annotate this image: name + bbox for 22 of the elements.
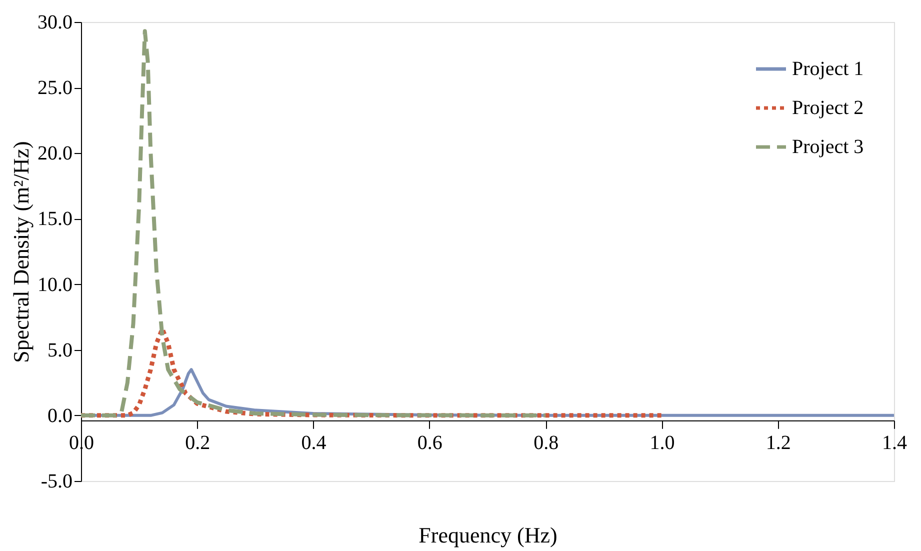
x-tick-label: 0.4 (301, 432, 326, 454)
y-axis-title: Spectral Density (m²/Hz) (8, 141, 34, 363)
y-tick-label: 20.0 (38, 142, 72, 165)
x-tick-label: 0.6 (417, 432, 442, 454)
legend-label: Project 3 (792, 136, 864, 158)
y-tick-label: 0.0 (48, 404, 72, 427)
x-tick-label: 0.2 (185, 432, 210, 454)
y-tick-label: -5.0 (40, 470, 72, 492)
x-axis-title: Frequency (Hz) (418, 522, 558, 548)
legend-label: Project 1 (792, 58, 864, 80)
y-tick-label: 10.0 (38, 274, 72, 296)
line-series (81, 29, 548, 418)
y-tick-label: 15.0 (38, 208, 72, 230)
legend-label: Project 2 (792, 97, 864, 119)
x-tick-label: 1.0 (650, 432, 675, 454)
x-tick-label: 1.4 (882, 432, 907, 454)
y-tick-label: 5.0 (48, 339, 72, 362)
x-tick-label: 1.2 (766, 432, 791, 454)
x-tick-label: 0.8 (534, 432, 559, 454)
y-tick-label: 30.0 (38, 12, 72, 34)
line-series (81, 326, 664, 418)
y-tick-label: 25.0 (38, 77, 72, 100)
